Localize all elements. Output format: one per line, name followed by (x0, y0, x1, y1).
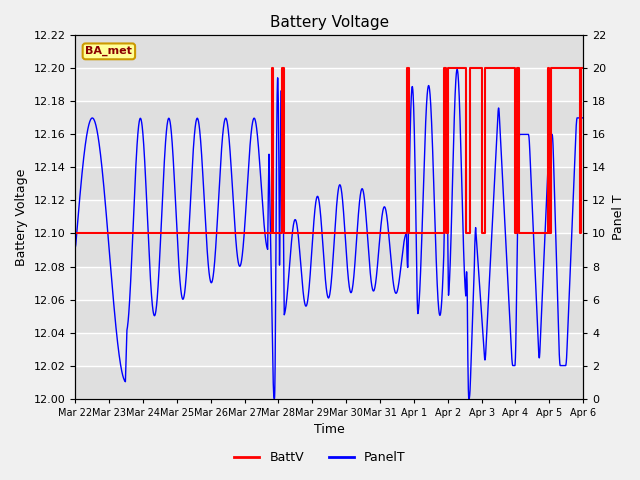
Bar (76, 233, 583, 266)
Legend: BattV, PanelT: BattV, PanelT (229, 446, 411, 469)
Bar (76, 300, 583, 333)
Bar (76, 168, 583, 201)
Bar (76, 101, 583, 134)
Y-axis label: Panel T: Panel T (612, 194, 625, 240)
Y-axis label: Battery Voltage: Battery Voltage (15, 168, 28, 265)
Bar (76, 36, 583, 68)
X-axis label: Time: Time (314, 423, 344, 436)
Text: BA_met: BA_met (85, 46, 132, 57)
Bar (76, 366, 583, 398)
Title: Battery Voltage: Battery Voltage (269, 15, 388, 30)
